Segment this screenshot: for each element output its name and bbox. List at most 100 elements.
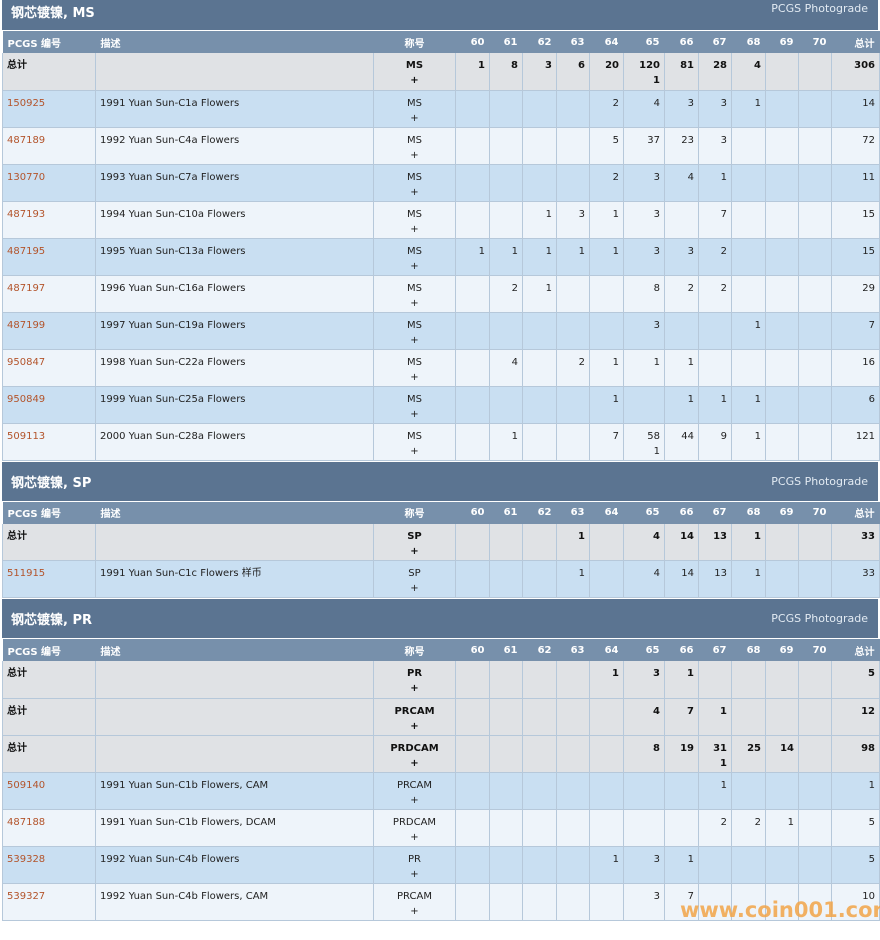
- grade-count: [798, 423, 832, 461]
- designation-text: MS: [407, 245, 422, 257]
- column-header: PCGS 编号: [2, 638, 96, 661]
- designation-plus: +: [410, 371, 419, 383]
- pcgs-link[interactable]: 150925: [7, 97, 46, 109]
- grade-count: 120 1: [623, 53, 665, 91]
- grade-count: 13: [698, 523, 732, 561]
- photograde-link[interactable]: PCGS Photograde: [771, 2, 868, 15]
- grade-count: 1: [664, 349, 699, 387]
- grade-count: [455, 772, 490, 810]
- grade-count: 4: [623, 523, 665, 561]
- pcgs-link[interactable]: 487189: [7, 134, 46, 146]
- grade-table: PCGS 编号 描述 称号 60 61 62 63 64 65 66 67 68 69 70 总计 总计 PR +…: [2, 638, 880, 921]
- grade-count: [765, 127, 799, 165]
- designation-text: MS: [407, 319, 422, 331]
- photograde-link[interactable]: PCGS Photograde: [771, 474, 868, 488]
- row-total: 33: [831, 560, 880, 598]
- count: 2: [578, 356, 585, 368]
- grade-count: [522, 772, 557, 810]
- grade-count: 2: [589, 164, 624, 202]
- count: 2: [754, 816, 761, 828]
- designation-plus: +: [410, 223, 419, 235]
- grade-count: 81: [664, 53, 699, 91]
- row-total: 7: [831, 312, 880, 350]
- grade-count: 1: [698, 164, 732, 202]
- grade-count: 3: [698, 127, 732, 165]
- photograde-link[interactable]: PCGS Photograde: [771, 612, 868, 625]
- count: 13: [713, 530, 727, 542]
- grade-count: 1: [522, 201, 557, 239]
- column-header: 称号: [373, 500, 456, 524]
- designation: MS +: [373, 164, 456, 202]
- pcgs-link[interactable]: 950847: [7, 356, 46, 368]
- count: 3: [687, 97, 694, 109]
- grade-count: [556, 386, 590, 424]
- pcgs-link[interactable]: 509113: [7, 430, 46, 442]
- grade-count: 37: [623, 127, 665, 165]
- count: 4: [754, 60, 761, 71]
- pcgs-number: 487189: [2, 127, 96, 165]
- grade-count: [765, 423, 799, 461]
- pcgs-link[interactable]: 950849: [7, 393, 46, 405]
- pcgs-number: 511915: [2, 560, 96, 598]
- grade-count: [589, 698, 624, 736]
- row-total: 29: [831, 275, 880, 313]
- pcgs-link[interactable]: 487188: [7, 816, 46, 828]
- grade-count: [798, 201, 832, 239]
- grade-count: 1: [522, 275, 557, 313]
- count: 1: [578, 245, 585, 257]
- pcgs-link[interactable]: 487193: [7, 208, 46, 220]
- column-header: 65: [623, 30, 665, 53]
- pcgs-link[interactable]: 130770: [7, 171, 46, 183]
- row-total: 14: [831, 90, 880, 128]
- description-text: 1991 Yuan Sun-C1b Flowers, CAM: [100, 779, 269, 791]
- designation-text: PRCAM: [397, 779, 432, 791]
- row-total: 5: [831, 661, 880, 699]
- grade-count: [489, 90, 523, 128]
- column-header: 60: [455, 638, 490, 661]
- table-row: 487189 1992 Yuan Sun-C4a Flowers MS +5 37 23 3…: [2, 127, 880, 165]
- table-row: 总计 SP +1 4 14 13 1 33: [2, 523, 880, 561]
- column-header: 69: [765, 30, 799, 53]
- pcgs-number: 总计: [2, 735, 96, 773]
- grade-count: [765, 275, 799, 313]
- pcgs-link[interactable]: 487199: [7, 319, 46, 331]
- count: 1: [787, 816, 794, 828]
- description: [95, 53, 374, 91]
- grade-count: [731, 661, 766, 699]
- description: [95, 735, 374, 773]
- table-row: 509113 2000 Yuan Sun-C28a Flowers MS +1 7 58 1…: [2, 423, 880, 461]
- designation: SP +: [373, 523, 456, 561]
- grade-count: [489, 127, 523, 165]
- pcgs-number: 总计: [2, 698, 96, 736]
- header-row: PCGS 编号 描述 称号 60 61 62 63 64 65 66 67 68 69 70 总计: [2, 30, 880, 53]
- grade-count: 28: [698, 53, 732, 91]
- description-text: 1991 Yuan Sun-C1a Flowers: [100, 97, 240, 109]
- grade-count: 8: [623, 275, 665, 313]
- count: 1: [754, 430, 761, 442]
- count: 14: [780, 742, 794, 754]
- table-row: 130770 1993 Yuan Sun-C7a Flowers MS +2 3 4 1 11: [2, 164, 880, 202]
- pcgs-link[interactable]: 539328: [7, 853, 46, 865]
- grade-count: 3: [623, 164, 665, 202]
- grade-count: [765, 53, 799, 91]
- pcgs-link[interactable]: 511915: [7, 568, 46, 579]
- grade-count: [556, 275, 590, 313]
- grade-count: [731, 201, 766, 239]
- pcgs-link[interactable]: 509140: [7, 779, 46, 791]
- count: 3: [653, 245, 660, 257]
- grade-count: [522, 423, 557, 461]
- pcgs-link[interactable]: 487197: [7, 282, 46, 294]
- grade-count: 14: [664, 523, 699, 561]
- column-header: 67: [698, 638, 732, 661]
- grade-count: [589, 523, 624, 561]
- count: 1: [720, 779, 727, 791]
- grade-count: [522, 349, 557, 387]
- count: 1: [687, 853, 694, 865]
- grade-count: 3: [623, 661, 665, 699]
- grade-count: [556, 423, 590, 461]
- grade-count: [455, 560, 490, 598]
- pcgs-link[interactable]: 487195: [7, 245, 46, 257]
- grade-count: [522, 809, 557, 847]
- pcgs-link[interactable]: 539327: [7, 890, 46, 902]
